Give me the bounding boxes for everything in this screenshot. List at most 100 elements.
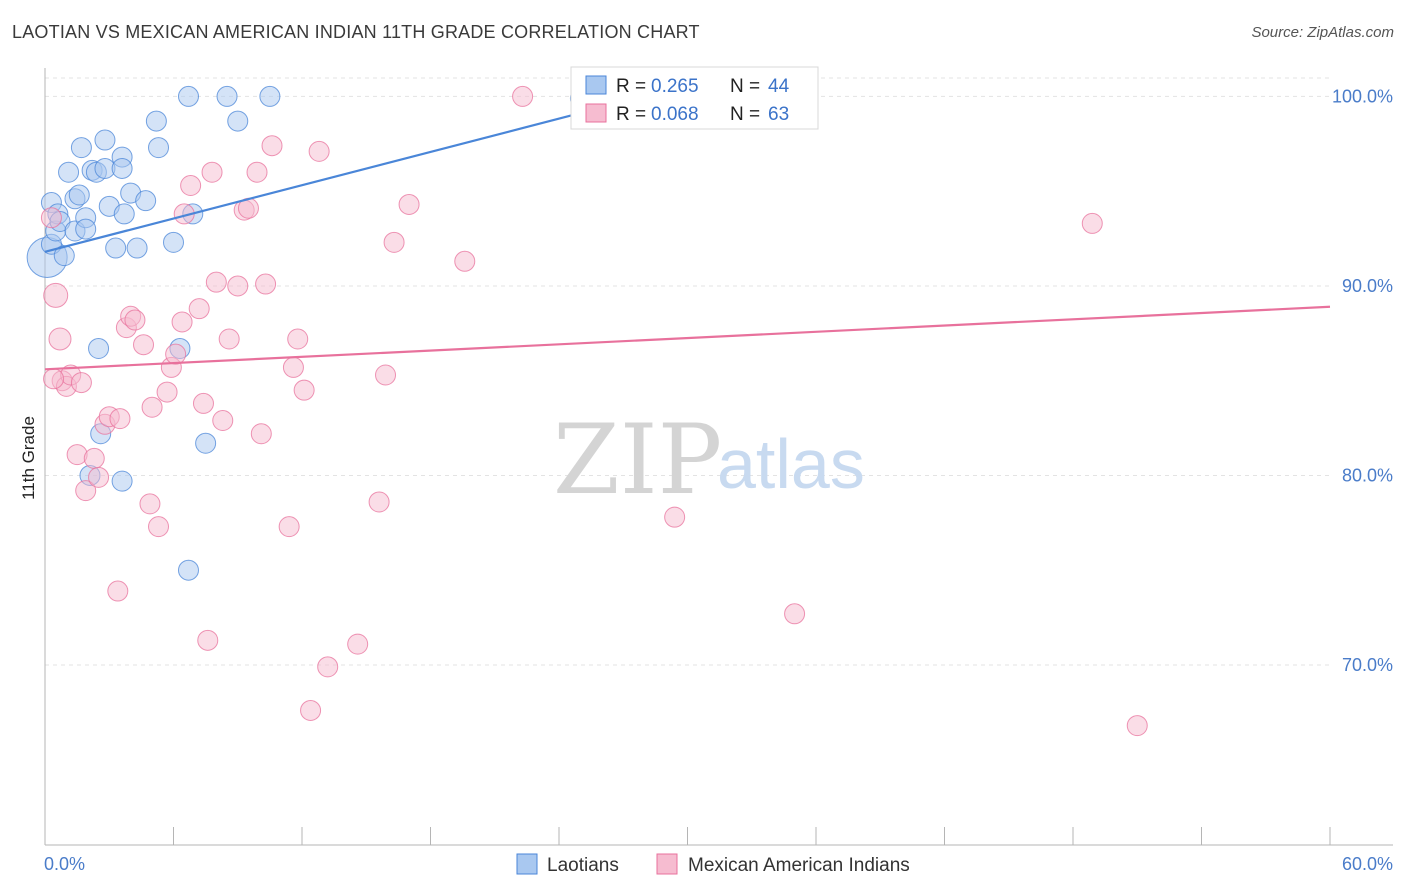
mexican-american-indians-point (165, 343, 187, 365)
mexican-american-indians-trend-line (44, 305, 1331, 371)
x-tick-label-max: 60.0% (1342, 854, 1393, 874)
mexican-american-indians-point (664, 506, 686, 528)
mexican-american-indians-point (66, 444, 88, 466)
laotians-point (145, 110, 167, 132)
stats-r-label-laotians: R = (616, 76, 646, 97)
mexican-american-indians-point (109, 408, 131, 430)
mexican-american-indians-point (88, 466, 110, 488)
legend-swatch-laotians (516, 853, 538, 875)
stats-box: R = 0.265 N = 44 R = 0.068 N = 63 (570, 66, 819, 130)
stats-n-value-mexican-american-indians: 63 (768, 104, 789, 125)
mexican-american-indians-point (300, 699, 322, 721)
axes: 70.0% 80.0% 90.0% 100.0% (44, 68, 1393, 846)
mexican-american-indians-point (1126, 715, 1148, 737)
mexican-american-indians-point (197, 629, 219, 651)
laotians-point (227, 110, 249, 132)
mexican-american-indians-point (75, 480, 97, 502)
stats-n-label-laotians: N = (730, 76, 760, 97)
laotians-point (148, 137, 170, 159)
y-tick-label: 80.0% (1342, 465, 1393, 485)
mexican-american-indians-point (317, 656, 339, 678)
mexican-american-indians-point (287, 328, 309, 350)
laotians-point (88, 337, 110, 359)
stats-r-value-mexican-american-indians: 0.068 (651, 104, 699, 125)
laotians-point (177, 559, 199, 581)
mexican-american-indians-point (139, 493, 161, 515)
mexican-american-indians-point (192, 392, 214, 414)
mexican-american-indians-point (43, 282, 69, 308)
mexican-american-indians-point (784, 603, 806, 625)
legend-label-laotians: Laotians (547, 855, 619, 876)
mexican-american-indians-point (70, 372, 92, 394)
chart-title: LAOTIAN VS MEXICAN AMERICAN INDIAN 11TH … (12, 22, 700, 42)
mexican-american-indians-point (375, 364, 397, 386)
laotians-point (195, 432, 217, 454)
mexican-american-indians-point (124, 309, 146, 331)
laotians-point (216, 85, 238, 107)
gridlines (45, 77, 1330, 666)
mexican-american-indians-point (368, 491, 390, 513)
y-tick-label: 100.0% (1332, 86, 1393, 106)
mexican-american-indians-point (40, 207, 62, 229)
source-credit: Source: ZipAtlas.com (1251, 24, 1394, 41)
mexican-american-indians-point (227, 275, 249, 297)
legend: Laotians Mexican American Indians (516, 853, 910, 876)
laotians-point (135, 190, 157, 212)
mexican-american-indians-point (454, 250, 476, 272)
watermark-atlas: atlas (717, 425, 865, 503)
laotians-point (68, 184, 90, 206)
x-tick-label-min: 0.0% (44, 854, 85, 874)
mexican-american-indians-point (212, 409, 234, 431)
laotians-point (111, 470, 133, 492)
mexican-american-indians-point (180, 174, 202, 196)
mexican-american-indians-point (48, 327, 72, 351)
stats-r-label-mexican-american-indians: R = (616, 104, 646, 125)
mexican-american-indians-point (43, 368, 65, 390)
laotians-point (163, 231, 184, 253)
legend-label-mexican-american-indians: Mexican American Indians (688, 855, 910, 876)
mexican-american-indians-point (512, 85, 534, 107)
laotians-point (75, 218, 97, 240)
laotians-point (177, 85, 199, 107)
stats-swatch-laotians (585, 75, 607, 95)
mexican-american-indians-point (1081, 212, 1103, 234)
mexican-american-indians-point (218, 328, 240, 350)
watermark: ZIP atlas (553, 404, 865, 516)
mexican-american-indians-point (250, 423, 272, 445)
stats-swatch-mexican-american-indians (585, 103, 607, 123)
mexican-american-indians-point (308, 140, 330, 162)
legend-swatch-mexican-american-indians (656, 853, 678, 875)
laotians-point (111, 157, 133, 179)
mexican-american-indians-point (156, 381, 178, 403)
trend-lines (44, 95, 1331, 371)
mexican-american-indians-point (347, 633, 369, 655)
stats-n-value-laotians: 44 (768, 76, 790, 97)
y-tick-label: 70.0% (1342, 655, 1393, 675)
mexican-american-indians-point (107, 580, 129, 602)
mexican-american-indians-point (278, 516, 300, 538)
mexican-american-indians-point (188, 298, 210, 320)
stats-n-label-mexican-american-indians: N = (730, 104, 760, 125)
y-tick-label: 90.0% (1342, 276, 1393, 296)
laotians-point (259, 85, 281, 107)
mexican-american-indians-point (141, 396, 163, 418)
mexican-american-indians-point (282, 356, 304, 378)
laotians-point (113, 203, 135, 225)
mexican-american-indians-point (261, 135, 283, 157)
mexican-american-indians-point (398, 193, 420, 215)
mexican-american-indians-point (171, 311, 193, 333)
mexican-american-indians-point (293, 379, 315, 401)
stats-r-value-laotians: 0.265 (651, 76, 699, 97)
laotians-trend-line (44, 95, 645, 253)
mexican-american-indians-point (246, 161, 268, 183)
laotians-point (105, 237, 127, 259)
laotians-point (126, 237, 148, 259)
mexican-american-indians-point (383, 231, 405, 253)
mexican-american-indians-point (133, 334, 155, 356)
laotians-point (58, 161, 80, 183)
laotians-point (53, 245, 75, 267)
mexican-american-indians-point (83, 447, 105, 469)
laotians-point (94, 129, 116, 151)
y-axis-label: 11th Grade (19, 416, 38, 500)
